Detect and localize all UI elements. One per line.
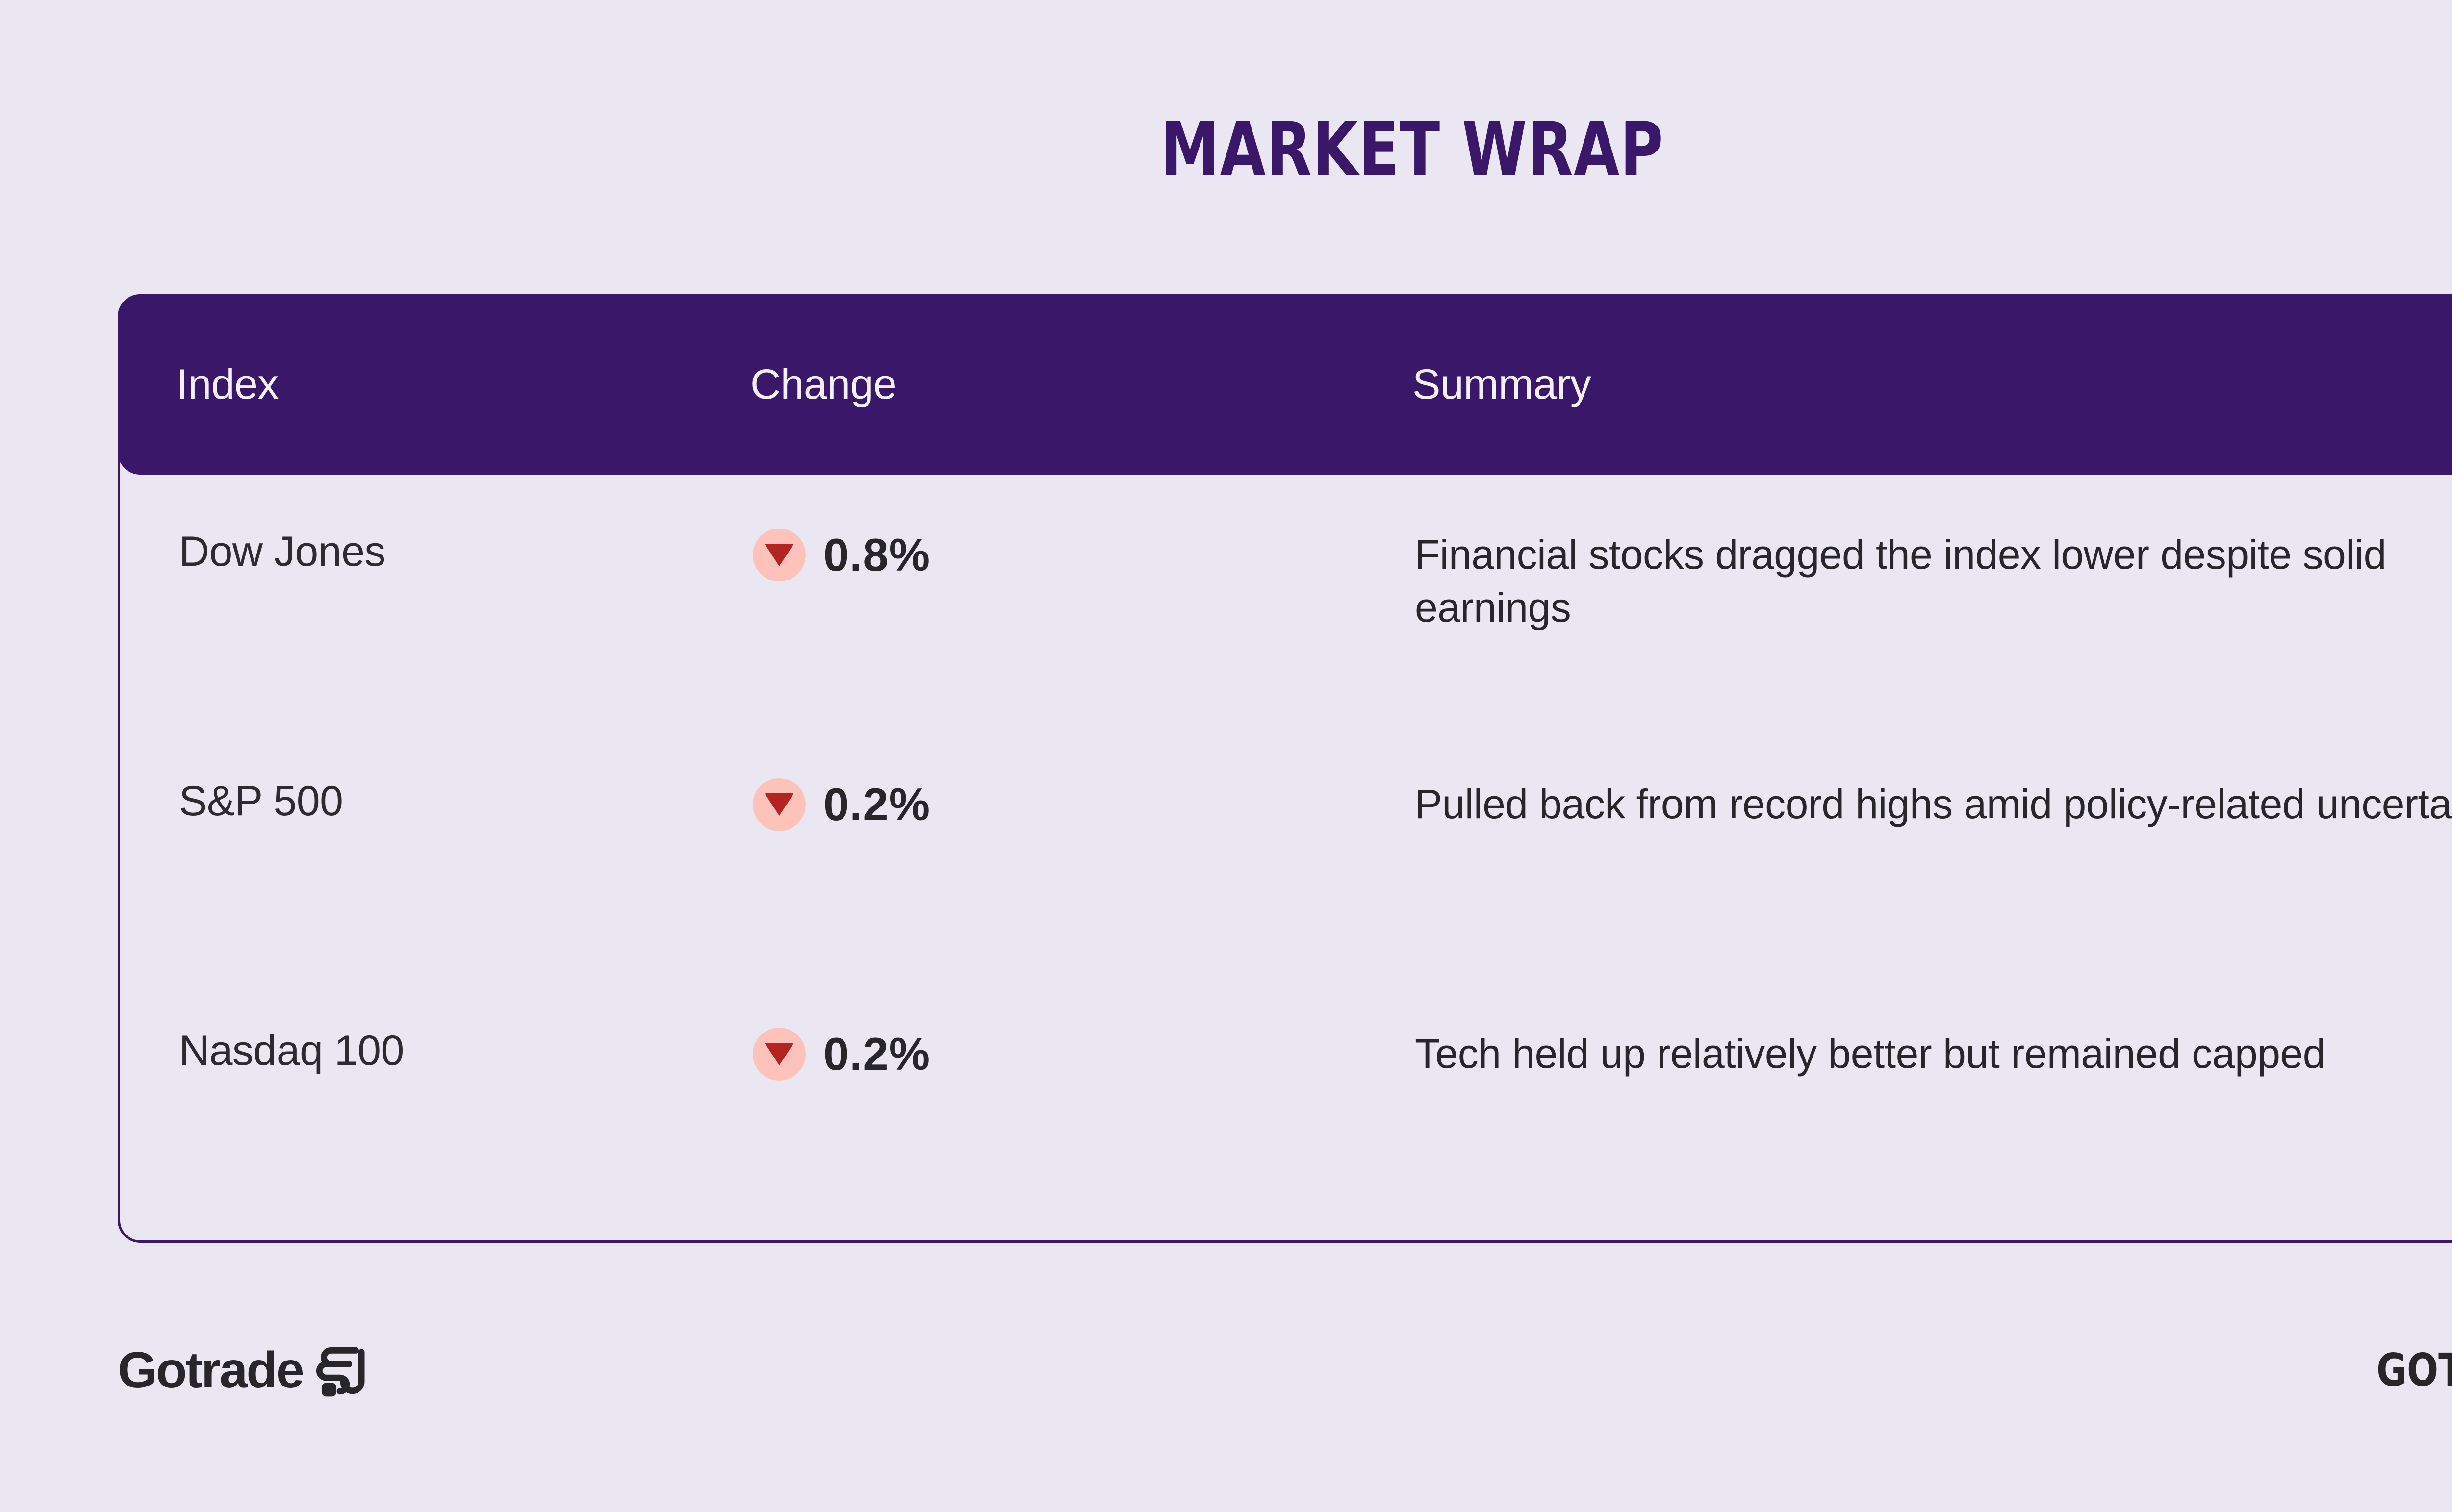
index-cell: Dow Jones (120, 529, 753, 575)
index-cell: Nasdaq 100 (120, 1028, 753, 1074)
publication-name: GOTRADE DAILY (2376, 1344, 2452, 1396)
change-cell: 0.8% (753, 529, 1415, 581)
page-title: MARKET WRAP (1160, 107, 1664, 192)
summary-text: Financial stocks dragged the index lower… (1415, 531, 2386, 630)
arrow-down-icon (753, 1028, 806, 1081)
change-value: 0.8% (823, 529, 931, 580)
market-table-card: Index Change Summary Dow Jones 0.8% Fina… (118, 294, 2452, 1243)
arrow-down-icon (753, 778, 806, 831)
column-header-index: Index (177, 360, 279, 408)
table-row: S&P 500 0.2% Pulled back from record hig… (120, 724, 2452, 974)
column-header-summary: Summary (1412, 360, 1591, 408)
change-value: 0.2% (823, 779, 931, 830)
change-value: 0.2% (823, 1028, 931, 1080)
summary-text: Pulled back from record highs amid polic… (1415, 781, 2452, 827)
table-row: Nasdaq 100 0.2% Tech held up relatively … (120, 974, 2452, 1223)
summary-cell: Tech held up relatively better but remai… (1415, 1028, 2452, 1081)
arrow-down-icon (753, 529, 806, 581)
footer: Gotrade GOTRADE DAILY (118, 1326, 2452, 1414)
summary-cell: Financial stocks dragged the index lower… (1415, 529, 2452, 634)
table-header-row: Index Change Summary (118, 294, 2452, 475)
brand-wordmark: Gotrade (118, 1342, 305, 1399)
index-name: Dow Jones (179, 528, 385, 575)
index-name: S&P 500 (179, 778, 343, 825)
change-cell: 0.2% (753, 778, 1415, 831)
table-row: Dow Jones 0.8% Financial stocks dragged … (120, 475, 2452, 724)
index-name: Nasdaq 100 (179, 1027, 404, 1074)
brand-lockup: Gotrade (118, 1342, 372, 1399)
table-body: Dow Jones 0.8% Financial stocks dragged … (120, 475, 2452, 1223)
gotrade-logo-icon (315, 1342, 372, 1399)
index-cell: S&P 500 (120, 778, 753, 825)
change-cell: 0.2% (753, 1028, 1415, 1081)
summary-text: Tech held up relatively better but remai… (1415, 1031, 2325, 1077)
column-header-change: Change (750, 360, 897, 408)
summary-cell: Pulled back from record highs amid polic… (1415, 778, 2452, 831)
